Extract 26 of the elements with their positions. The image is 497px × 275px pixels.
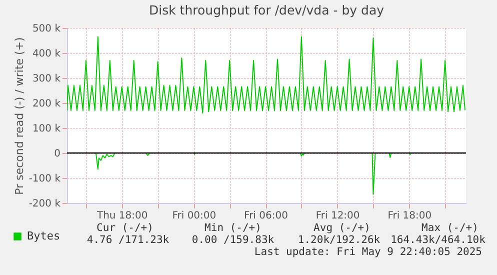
- y-tick-label: 300 k: [32, 74, 61, 84]
- text: Cur (-/+): [96, 222, 154, 234]
- x-tick-label: Thu 18:00: [96, 210, 148, 222]
- chart-title: Disk throughput for /dev/vda - by day: [148, 2, 385, 18]
- x-tick-label: Fri 18:00: [388, 210, 432, 222]
- y-tick-label: 200 k: [32, 98, 61, 110]
- y-tick-label: 500 k: [32, 24, 61, 34]
- y-axis-title: Pr second read (-) / write (+): [12, 37, 26, 195]
- x-tick-label: Fri 06:00: [244, 210, 288, 222]
- text: 164.43k/464.10k: [390, 234, 486, 246]
- y-tick-label: 100 k: [32, 124, 61, 134]
- text: Max (-/+): [422, 222, 478, 234]
- y-tick-label: 0: [54, 148, 60, 160]
- line-series: [67, 36, 466, 114]
- x-tick-label: Fri 12:00: [316, 210, 360, 222]
- text: Avg (-/+): [314, 222, 370, 234]
- legend-label: Bytes: [27, 230, 60, 242]
- text: 4.76 /171.23k: [86, 234, 170, 246]
- y-tick-label: 400 k: [32, 48, 61, 60]
- y-tick-label: -100 k: [28, 174, 61, 184]
- text: Last update: Fri May 9 22:40:05 2025: [254, 246, 482, 258]
- text: Min (-/+): [204, 222, 262, 234]
- text: 0.00 /159.83k: [192, 234, 275, 246]
- text: 1.20k/192.26k: [298, 234, 381, 246]
- y-tick-label: -200 k: [28, 198, 61, 210]
- x-tick-label: Fri 00:00: [172, 210, 216, 222]
